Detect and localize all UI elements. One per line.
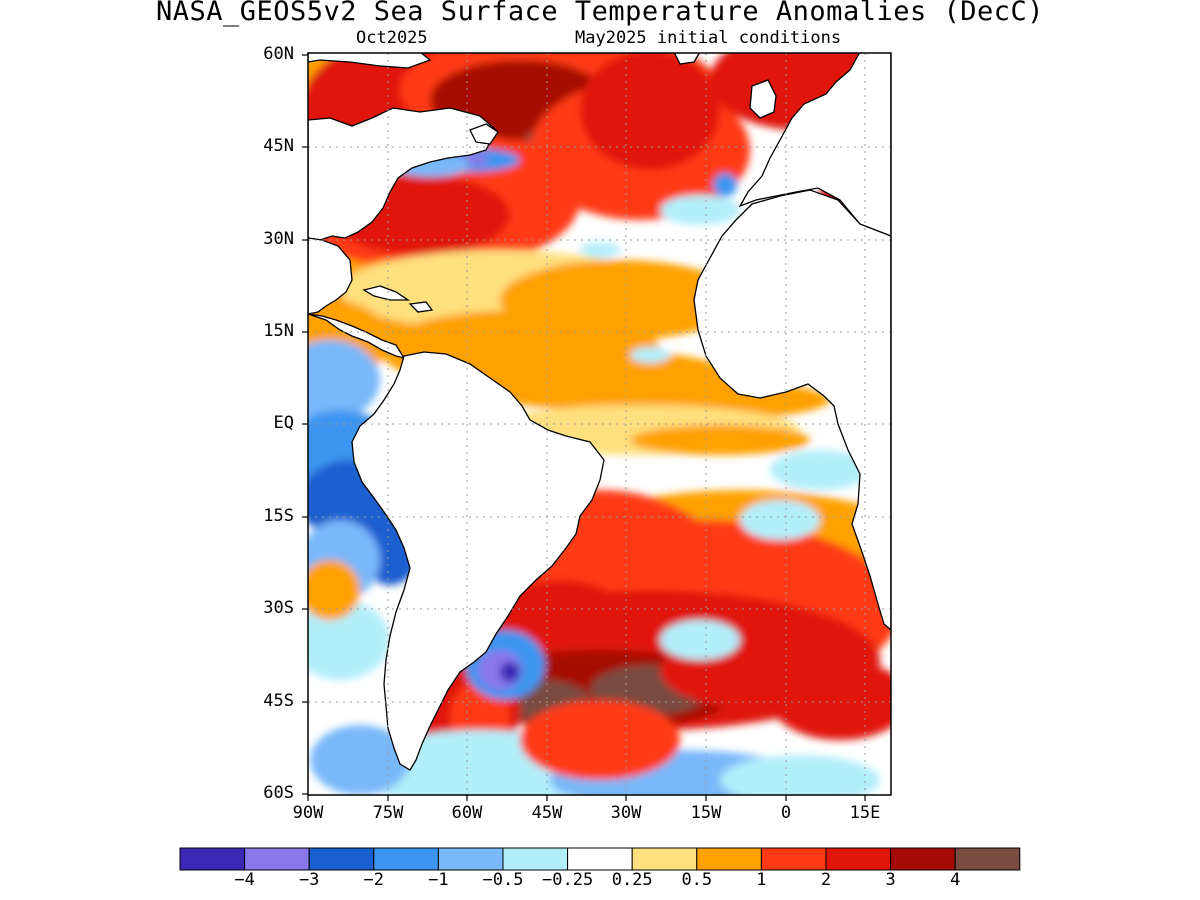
- south-america-land: [351, 351, 605, 771]
- anomaly-patch: [500, 662, 520, 682]
- lon-label-30w: 30W: [610, 803, 642, 823]
- greenland: [308, 53, 432, 69]
- africa-land: [693, 189, 891, 631]
- colorbar-swatch: [890, 847, 956, 871]
- north-america-lower: [308, 237, 353, 315]
- colorbar-label: 1: [756, 870, 767, 890]
- british-isles: [749, 79, 777, 119]
- lat-label-30s: 30S: [263, 598, 294, 618]
- lon-label-75w: 75W: [372, 803, 404, 823]
- anomaly-patch: [520, 700, 680, 780]
- anomaly-patch: [630, 425, 810, 455]
- colorbar-swatch: [308, 847, 375, 871]
- lat-label-60n: 60N: [263, 44, 294, 64]
- colorbar-label: −4: [234, 870, 255, 890]
- anomaly-patch: [580, 53, 720, 170]
- colorbar-label: 0.5: [681, 870, 713, 890]
- colorbar-swatch: [502, 847, 569, 871]
- colorbar-swatch: [696, 847, 762, 871]
- colorbar-swatch: [631, 847, 698, 871]
- lat-label-60s: 60S: [263, 783, 294, 803]
- lat-lon-grid: [308, 53, 891, 795]
- anomaly-patch: [770, 450, 870, 490]
- north-america-land: [308, 107, 497, 241]
- anomaly-patch: [310, 725, 410, 795]
- hispaniola-island: [408, 301, 434, 313]
- anomaly-patch: [630, 347, 670, 363]
- colorbar-swatch: [954, 847, 1021, 871]
- colorbar-swatches: [179, 847, 1021, 871]
- land-masses: [308, 53, 891, 771]
- lat-label-45s: 45S: [263, 691, 294, 711]
- colorbar-swatch: [825, 847, 892, 871]
- lat-label-15n: 15N: [263, 321, 294, 341]
- lat-label-15s: 15S: [263, 506, 294, 526]
- newfoundland-island: [469, 123, 499, 145]
- anomaly-patch: [308, 600, 390, 680]
- lon-label-45w: 45W: [531, 803, 563, 823]
- colorbar-swatch: [437, 847, 504, 871]
- anomaly-patch: [660, 620, 740, 660]
- cuba-island: [362, 285, 411, 301]
- axis-ticks: [302, 54, 866, 801]
- lat-label-45n: 45N: [263, 136, 294, 156]
- anomaly-patch: [660, 195, 740, 225]
- lon-label-60w: 60W: [451, 803, 483, 823]
- colorbar-swatch: [760, 847, 827, 871]
- chart-title: NASA_GEOS5v2 Sea Surface Temperature Ano…: [155, 0, 1045, 27]
- initial-conditions-label: May2025 initial conditions: [575, 28, 842, 48]
- anomaly-patch: [740, 500, 820, 540]
- anomaly-patch: [770, 660, 891, 740]
- colorbar-swatch: [179, 847, 246, 871]
- lat-label-eq: EQ: [273, 413, 294, 433]
- anomaly-patch: [308, 340, 380, 420]
- europe-land: [738, 53, 891, 237]
- colorbar-label: 2: [820, 870, 832, 890]
- colorbar-label: −1: [428, 870, 449, 890]
- iceland: [673, 53, 701, 65]
- anomaly-patch: [500, 580, 620, 640]
- forecast-month-label: Oct2025: [356, 28, 428, 48]
- anomaly-patch: [713, 173, 737, 197]
- colorbar-label: 0.25: [611, 870, 653, 890]
- colorbar-swatch: [244, 847, 310, 871]
- lon-label-15e: 15E: [849, 803, 881, 823]
- anomaly-patch: [720, 755, 880, 795]
- anomaly-patch: [580, 242, 620, 258]
- colorbar-label: 4: [950, 870, 961, 890]
- colorbar-swatch: [567, 847, 633, 871]
- lon-label-90w: 90W: [292, 803, 324, 823]
- colorbar-label: 3: [885, 870, 896, 890]
- colorbar-label: −0.5: [482, 870, 524, 890]
- lat-label-30n: 30N: [263, 229, 294, 249]
- colorbar-swatch: [373, 847, 439, 871]
- anomaly-patch: [308, 560, 360, 620]
- colorbar-label: −3: [298, 870, 320, 890]
- lon-label-15w: 15W: [690, 803, 722, 823]
- lon-label-0: 0: [780, 803, 792, 823]
- colorbar-label: −2: [363, 870, 385, 890]
- colorbar-label: −0.25: [542, 870, 594, 890]
